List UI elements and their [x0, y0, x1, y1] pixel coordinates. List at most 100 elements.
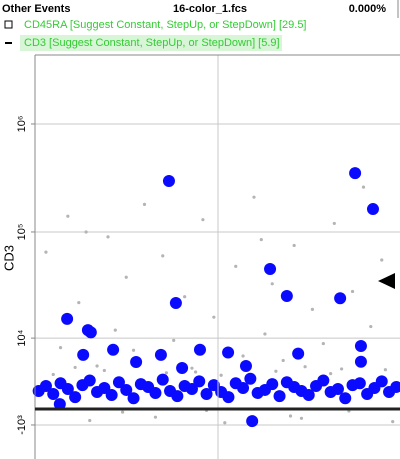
y-param-highlight — [20, 35, 282, 51]
gated-event — [366, 203, 379, 216]
plot-area — [32, 123, 400, 428]
y-tick-label: 10⁵ — [16, 224, 28, 241]
gated-event — [331, 382, 344, 395]
event-dot — [259, 237, 263, 242]
event-dot — [121, 410, 125, 414]
event-dot — [299, 416, 304, 420]
gated-event — [273, 390, 286, 403]
event-dot — [66, 214, 70, 218]
event-dot — [350, 289, 355, 294]
gated-event — [244, 372, 257, 385]
event-dot — [270, 282, 274, 286]
gated-event — [280, 289, 293, 302]
event-dot — [340, 367, 344, 371]
gated-event — [112, 376, 125, 389]
event-dot — [131, 348, 136, 352]
event-dot — [281, 358, 285, 363]
gated-event — [61, 382, 74, 395]
event-dot — [288, 414, 293, 418]
event-dot — [183, 295, 187, 299]
event-dot — [241, 354, 245, 358]
event-dot — [361, 185, 366, 189]
y-axis-label: CD3 — [1, 245, 16, 271]
gated-event — [354, 340, 367, 353]
event-dot — [383, 368, 387, 372]
event-dot — [58, 345, 63, 350]
event-dot — [124, 275, 128, 279]
gated-event — [53, 398, 66, 411]
gated-event — [317, 374, 330, 387]
gated-event — [266, 378, 279, 391]
gated-event — [339, 392, 352, 405]
gated-event — [149, 386, 162, 399]
gated-event — [77, 348, 90, 361]
event-dot — [88, 418, 92, 423]
gated-event — [237, 381, 250, 394]
event-dot — [153, 415, 158, 419]
gated-event — [334, 292, 347, 305]
event-dot — [263, 332, 267, 336]
gated-event — [349, 167, 362, 180]
population-name: Other Events — [2, 3, 70, 15]
gated-event — [156, 373, 169, 386]
x-param-icon[interactable] — [4, 20, 13, 29]
gated-event — [193, 343, 206, 356]
gated-event — [83, 374, 96, 387]
gated-event — [302, 389, 315, 402]
gated-event — [185, 382, 198, 395]
event-dot — [113, 328, 117, 332]
gated-event — [154, 348, 167, 361]
y-tick-label: -10³ — [16, 415, 28, 435]
file-title: 16-color_1.fcs — [173, 3, 247, 15]
gated-event — [120, 383, 133, 396]
x-parameter[interactable]: CD45RA [Suggest Constant, StepUp, or Ste… — [24, 19, 307, 31]
gated-event — [353, 377, 366, 390]
percent: 0.000% — [349, 3, 387, 15]
gated-event — [292, 347, 305, 360]
gated-event — [171, 390, 184, 403]
event-dot — [106, 235, 110, 239]
event-dot — [303, 365, 307, 369]
gated-event — [39, 380, 52, 393]
y-param-icon[interactable] — [5, 42, 12, 44]
gate-arrow[interactable] — [378, 273, 395, 289]
event-dot — [391, 420, 395, 424]
y-parameter[interactable]: CD3 [Suggest Constant, StepUp, or StepDo… — [24, 37, 280, 49]
gated-event — [246, 415, 259, 428]
gated-event — [69, 391, 82, 404]
gated-event — [222, 391, 235, 404]
gated-event — [84, 326, 97, 339]
gated-event — [176, 361, 189, 374]
event-dot — [142, 202, 147, 207]
event-dot — [369, 324, 373, 329]
event-dot — [380, 258, 384, 262]
gated-event — [61, 312, 74, 325]
event-dot — [321, 341, 325, 346]
gated-event — [162, 174, 175, 187]
event-dot — [201, 218, 205, 222]
y-tick-label: 10⁶ — [16, 116, 28, 133]
gated-event — [264, 263, 277, 276]
gated-event — [107, 343, 120, 356]
gated-event — [375, 375, 388, 388]
event-dot — [84, 230, 88, 234]
gated-event — [47, 388, 60, 401]
gated-event — [127, 392, 140, 405]
event-dot — [95, 364, 99, 368]
event-dot — [332, 221, 336, 226]
gated-event — [222, 346, 235, 359]
event-dot — [44, 250, 48, 254]
event-dot — [252, 195, 256, 199]
event-dot — [234, 264, 238, 268]
event-dot — [310, 307, 314, 311]
gated-event — [200, 388, 213, 401]
event-dot — [194, 370, 198, 374]
event-dot — [102, 368, 106, 373]
gated-event — [193, 375, 206, 388]
event-dot — [219, 373, 223, 377]
gated-event — [130, 355, 143, 368]
event-dot — [164, 371, 168, 375]
gated-event — [169, 297, 182, 310]
event-dot — [223, 421, 227, 425]
